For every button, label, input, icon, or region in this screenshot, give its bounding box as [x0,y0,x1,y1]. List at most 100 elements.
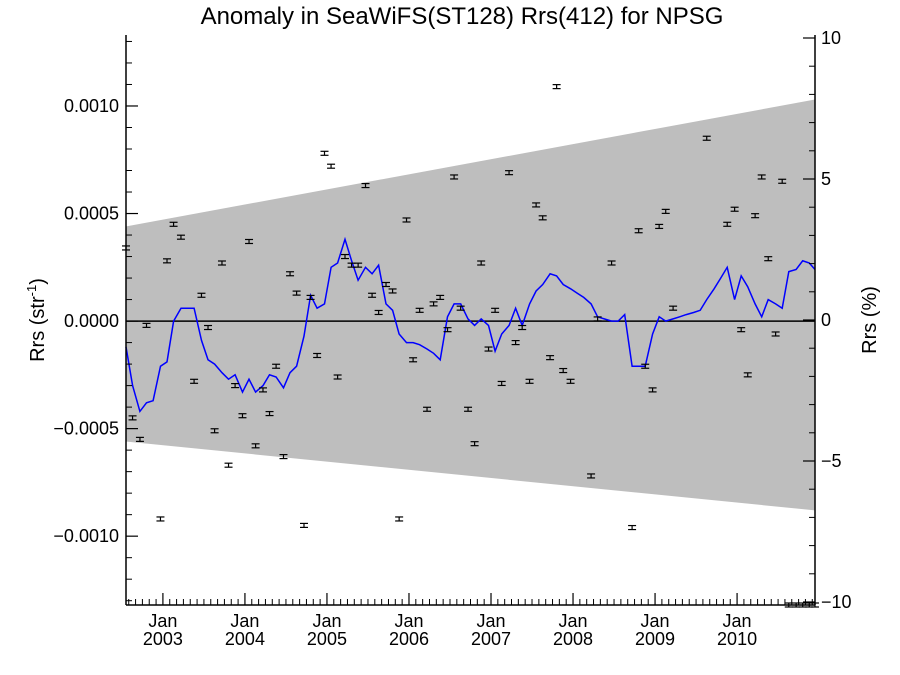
x-tick-year-label: 2004 [225,629,265,649]
data-point [217,260,226,266]
data-point [354,262,363,268]
data-point [470,441,479,447]
data-point [641,363,650,369]
data-point [231,383,240,389]
data-point [456,305,465,311]
data-point [210,428,219,434]
data-point [587,473,596,479]
anomaly-line-layer [125,236,816,414]
data-point [279,453,288,460]
data-point [423,406,432,412]
data-point [593,316,602,322]
x-tick-year-label: 2009 [635,629,675,649]
data-point [751,213,760,219]
data-point [648,387,657,393]
data-point [299,522,308,529]
data-point [505,170,514,176]
data-point [395,516,404,522]
data-point [771,331,780,337]
data-point [669,305,678,311]
data-point [491,307,500,313]
data-point [607,260,616,266]
data-point [258,387,267,393]
x-tick-month-label: Jan [723,611,752,631]
data-point [723,221,732,227]
data-point [286,271,295,277]
data-point [361,182,370,189]
chart-title: Anomaly in SeaWiFS(ST128) Rrs(412) for N… [201,3,724,30]
x-tick-year-label: 2006 [389,629,429,649]
data-point [320,150,329,156]
x-tick-year-label: 2008 [553,629,593,649]
right-tick-label: −10 [821,592,852,612]
confidence-band [126,99,815,511]
data-point [169,221,178,227]
data-point [382,281,391,288]
data-point [306,294,315,301]
data-point [443,327,452,333]
data-point [415,307,424,313]
data-points-layer [122,84,819,608]
data-point [525,378,534,384]
x-tick-year-label: 2005 [307,629,347,649]
data-point [702,135,711,141]
data-point [204,324,213,331]
data-point [313,352,322,359]
data-point [764,256,773,262]
x-tick-month-label: Jan [559,611,588,631]
data-point [176,234,185,240]
data-point [464,406,473,412]
x-tick-month-label: Jan [394,611,423,631]
data-point [477,260,486,266]
data-point [778,178,787,184]
data-point [197,292,206,298]
data-point [272,363,281,369]
data-point [552,84,561,90]
data-point [245,238,254,245]
x-tick-month-label: Jan [230,611,259,631]
data-point [450,174,459,180]
right-tick-label: −5 [821,451,842,471]
left-axis-label: Rrs (str-1) [24,278,49,362]
data-point [327,163,336,169]
data-point [628,524,637,531]
data-point [368,292,377,298]
data-point [497,380,506,387]
data-point [190,378,199,384]
data-point [265,410,274,417]
data-point [511,339,520,346]
data-point [436,294,445,301]
ticks-layer: −0.0010 −0.0005 0.0000 0.0005 0.0010 −10 −5 0 5 1… [53,28,851,649]
data-point [163,258,172,264]
data-point [546,355,555,361]
left-axis-label-close: ) [27,278,49,285]
left-tick-label: 0.0000 [64,311,119,331]
data-point [333,374,342,380]
data-point [566,378,575,384]
data-point [532,202,541,208]
data-point [559,367,568,374]
data-point [251,443,260,449]
x-tick-year-label: 2003 [143,629,183,649]
x-tick-month-label: Jan [476,611,505,631]
anomaly-line [125,236,816,414]
data-point [737,327,746,333]
x-tick-year-label: 2010 [717,629,757,649]
data-point [484,346,493,352]
data-point [743,372,752,378]
data-point [518,324,527,331]
data-point [730,206,739,212]
data-point [135,436,144,442]
data-point [224,462,233,468]
data-point [634,228,643,234]
left-tick-label: 0.0005 [64,204,119,224]
left-tick-label: −0.0010 [53,526,119,546]
data-point [156,516,165,522]
x-tick-month-label: Jan [641,611,670,631]
data-point [142,322,151,328]
left-tick-label: 0.0010 [64,96,119,116]
x-tick-month-label: Jan [148,611,177,631]
left-axis-label-main: Rrs (str [27,296,49,362]
x-tick-month-label: Jan [312,611,341,631]
